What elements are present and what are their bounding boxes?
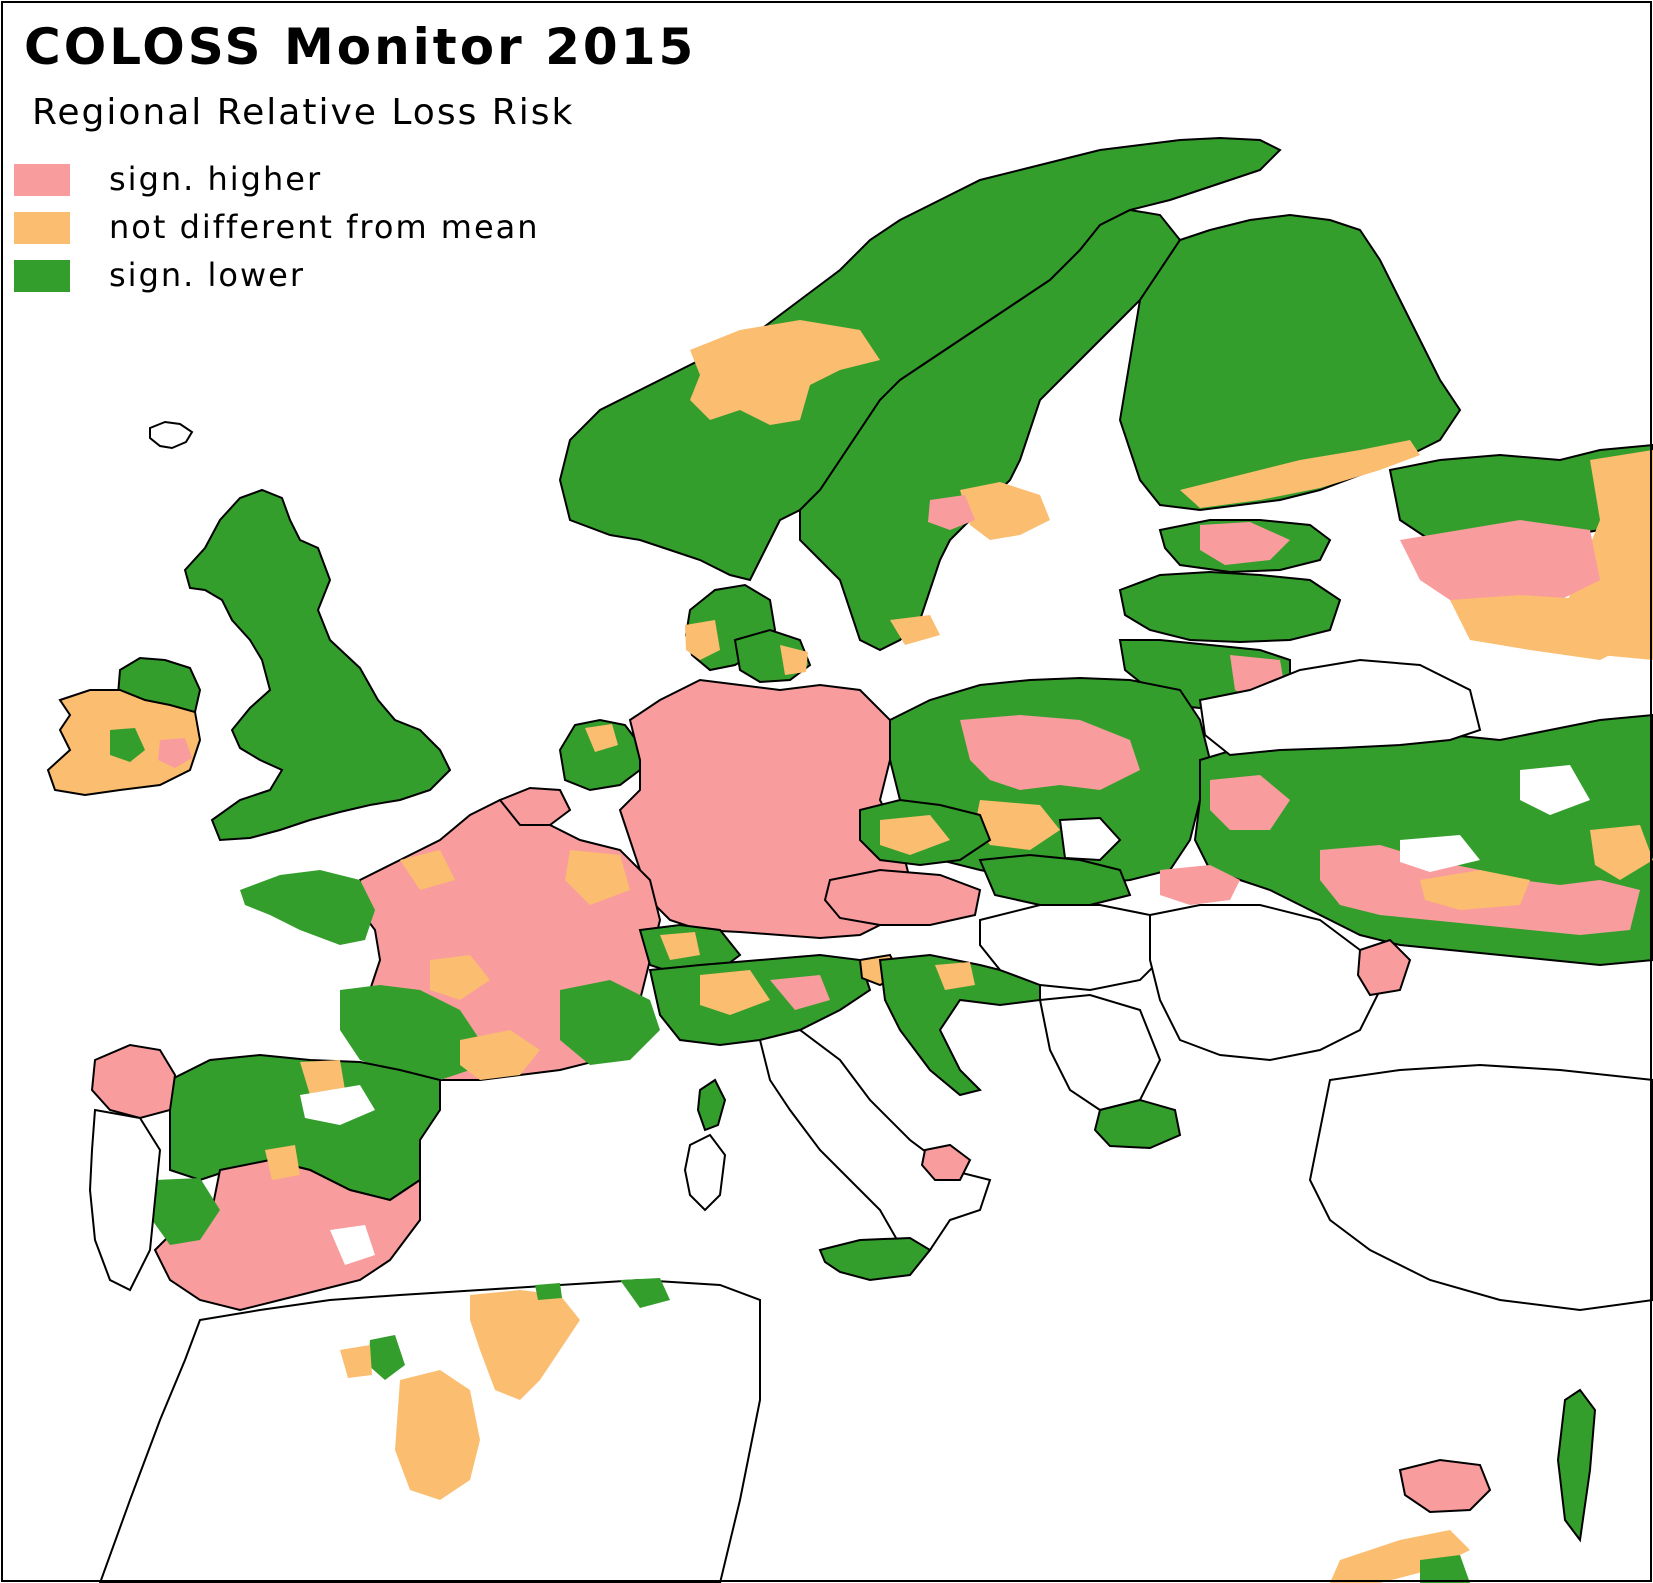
page-title: COLOSS Monitor 2015 — [24, 18, 697, 76]
region-spain-north-mean — [300, 1060, 345, 1095]
region-poland-nodata — [1058, 816, 1122, 862]
region-estonia-higher — [1200, 522, 1290, 565]
region-hungary — [979, 904, 1172, 992]
region-france-southeast — [560, 980, 660, 1065]
region-egypt-higher — [1398, 1458, 1492, 1514]
region-switzerland-mean — [660, 932, 700, 960]
region-spain-southeast-nodata — [330, 1225, 375, 1265]
region-ukraine-higher-1 — [1210, 775, 1290, 830]
region-ireland-mid — [110, 728, 145, 762]
region-italy-peninsula — [758, 1028, 992, 1252]
region-denmark-west — [685, 620, 720, 660]
region-sweden-east-mean — [960, 482, 1050, 540]
region-finland-south — [1180, 440, 1420, 508]
legend-swatch-higher — [14, 164, 70, 196]
region-belarus — [1198, 658, 1482, 757]
region-spain-north-nodata — [300, 1085, 375, 1125]
region-sicily — [818, 1236, 932, 1282]
region-portugal — [88, 1108, 162, 1292]
region-latvia — [1118, 570, 1342, 644]
region-france-north-mean — [400, 850, 455, 890]
region-austria — [823, 868, 982, 926]
region-iceland — [149, 420, 194, 450]
region-algeria-mean-1 — [395, 1370, 480, 1500]
region-ukraine-southwest-higher — [1160, 865, 1240, 905]
region-ukraine-east-mean — [1590, 825, 1653, 880]
region-israel — [1556, 1388, 1597, 1543]
region-france-southwest — [340, 985, 480, 1080]
region-slovakia — [978, 853, 1132, 906]
region-czechia-mean — [880, 815, 950, 855]
region-romania — [1149, 904, 1382, 1062]
region-egypt-mean — [1330, 1530, 1470, 1583]
region-spain-west — [152, 1178, 220, 1245]
region-finland — [1118, 213, 1462, 512]
region-france-west — [240, 870, 375, 945]
region-galicia — [90, 1043, 177, 1120]
region-france-east-mean — [565, 850, 630, 905]
region-algeria-lower-2 — [535, 1283, 562, 1300]
region-spain-center — [153, 1158, 421, 1312]
page-subtitle: Regional Relative Loss Risk — [32, 92, 575, 133]
region-netherlands-mean — [585, 724, 618, 752]
legend-label-mean: not different from mean — [109, 208, 540, 246]
region-ukraine-nodata-1 — [1400, 835, 1480, 872]
legend-label-higher: sign. higher — [109, 160, 323, 198]
region-russia-south-mean — [1450, 595, 1640, 660]
region-france-mid-mean — [430, 955, 490, 1000]
region-russia-mid-higher — [1400, 520, 1600, 610]
region-poland-south-mean — [975, 800, 1060, 850]
region-tunisia-lower — [620, 1278, 670, 1308]
region-sweden-south-mean — [890, 615, 940, 645]
region-italy-north-mean — [700, 970, 770, 1015]
region-italy-north-higher — [770, 975, 830, 1010]
region-norway — [558, 136, 1282, 582]
region-italy-campania — [920, 1143, 972, 1181]
region-croatia-mean — [935, 962, 975, 990]
legend-swatch-lower — [14, 260, 70, 292]
region-denmark-island-mean — [780, 645, 808, 675]
region-ukraine-mean — [1420, 870, 1530, 910]
legend-label-lower: sign. lower — [109, 256, 305, 294]
region-turkey — [1308, 1063, 1653, 1312]
region-moldova-higher — [1356, 938, 1412, 997]
region-norway-mid — [690, 320, 880, 425]
region-macedonia — [1093, 1098, 1182, 1150]
region-france-south-mean — [460, 1030, 540, 1080]
region-ukraine-nodata-2 — [1520, 765, 1590, 815]
region-algeria-lower — [368, 1335, 405, 1380]
region-algeria-mean-3 — [340, 1345, 372, 1378]
region-algeria-mean-2 — [470, 1290, 580, 1400]
region-egypt-lower — [1420, 1555, 1470, 1583]
region-ireland-east — [158, 738, 192, 768]
region-germany — [618, 678, 912, 940]
region-spain-center-mean — [265, 1145, 300, 1180]
region-corsica — [696, 1078, 727, 1132]
legend-swatch-mean — [14, 212, 70, 244]
region-sweden-east-higher — [928, 495, 975, 530]
region-great-britain — [183, 488, 452, 842]
region-sardinia — [683, 1133, 727, 1212]
region-poland-higher — [960, 715, 1140, 790]
region-sweden — [799, 208, 1182, 652]
